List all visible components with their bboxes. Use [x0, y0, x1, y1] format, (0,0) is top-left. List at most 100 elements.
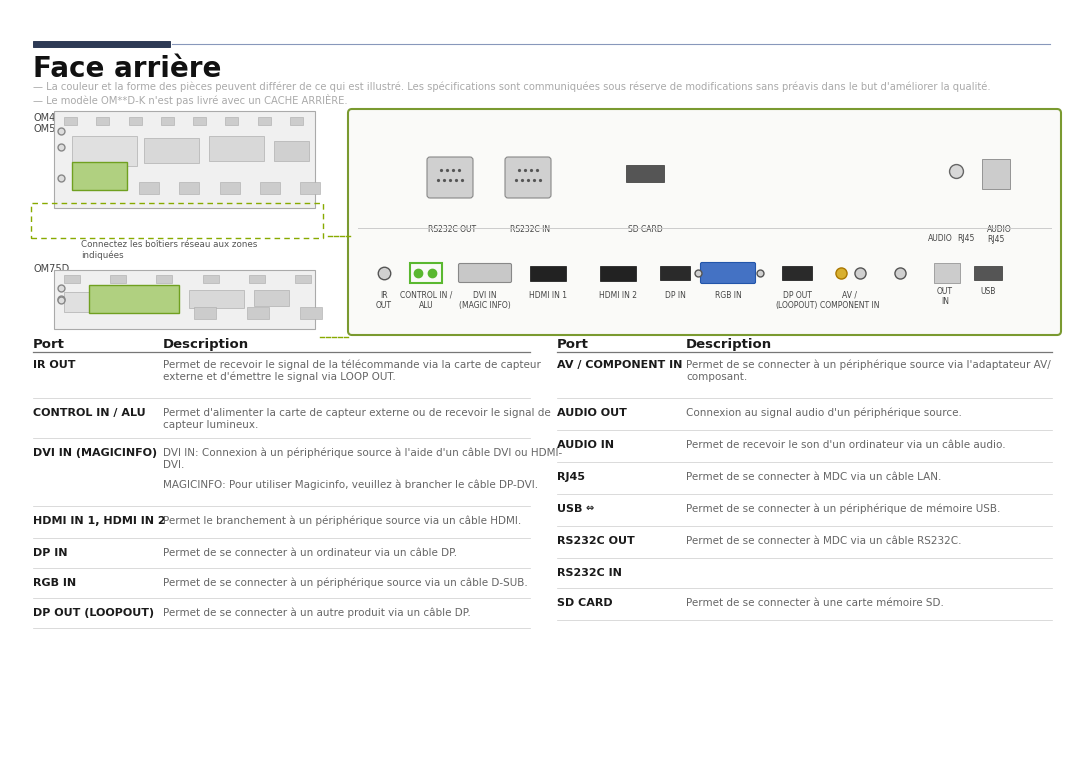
Text: HDMI IN 1, HDMI IN 2: HDMI IN 1, HDMI IN 2: [33, 516, 165, 526]
Text: Connexion au signal audio d'un périphérique source.: Connexion au signal audio d'un périphéri…: [686, 408, 962, 418]
Text: IR
OUT: IR OUT: [376, 291, 392, 311]
Bar: [129, 117, 141, 125]
Text: Permet de recevoir le son d'un ordinateur via un câble audio.: Permet de recevoir le son d'un ordinateu…: [686, 440, 1005, 450]
Bar: [934, 263, 960, 283]
Text: USB: USB: [981, 287, 996, 296]
Bar: [124, 290, 179, 310]
Text: RJ45: RJ45: [557, 472, 585, 482]
Bar: [247, 307, 269, 319]
Text: RS232C OUT: RS232C OUT: [428, 225, 476, 234]
Bar: [258, 117, 271, 125]
Text: Connectez les boîtiers réseau aux zones: Connectez les boîtiers réseau aux zones: [81, 240, 257, 249]
Text: AUDIO OUT: AUDIO OUT: [557, 408, 626, 418]
Text: Description: Description: [163, 338, 249, 351]
Bar: [660, 266, 690, 280]
Text: Permet de se connecter à un ordinateur via un câble DP.: Permet de se connecter à un ordinateur v…: [163, 548, 457, 558]
Bar: [96, 117, 109, 125]
Text: DVI.: DVI.: [163, 460, 185, 470]
Text: DP IN: DP IN: [33, 548, 67, 558]
Bar: [64, 275, 80, 283]
Bar: [33, 41, 170, 47]
Bar: [530, 266, 566, 281]
Text: RJ45: RJ45: [987, 235, 1004, 244]
Bar: [72, 162, 127, 190]
Bar: [210, 136, 264, 161]
Text: Permet de se connecter à un périphérique source via l'adaptateur AV/: Permet de se connecter à un périphérique…: [686, 360, 1051, 371]
Text: AUDIO: AUDIO: [987, 225, 1012, 234]
Text: OM55D: OM55D: [33, 124, 69, 134]
Text: RS232C IN: RS232C IN: [510, 225, 550, 234]
Bar: [295, 275, 311, 283]
Bar: [203, 275, 218, 283]
Text: DP OUT
(LOOPOUT): DP OUT (LOOPOUT): [775, 291, 819, 311]
Text: composant.: composant.: [686, 372, 747, 382]
Bar: [189, 290, 244, 308]
Bar: [974, 266, 1002, 280]
Text: Permet de se connecter à une carte mémoire SD.: Permet de se connecter à une carte mémoi…: [686, 598, 944, 608]
Text: DVI IN: Connexion à un périphérique source à l'aide d'un câble DVI ou HDMI-: DVI IN: Connexion à un périphérique sour…: [163, 448, 563, 459]
FancyBboxPatch shape: [701, 262, 756, 284]
Bar: [226, 117, 239, 125]
FancyBboxPatch shape: [459, 263, 512, 282]
Text: Description: Description: [686, 338, 772, 351]
Bar: [219, 182, 240, 194]
Bar: [300, 182, 320, 194]
Text: externe et d'émettre le signal via LOOP OUT.: externe et d'émettre le signal via LOOP …: [163, 372, 395, 382]
Text: Permet de recevoir le signal de la télécommande via la carte de capteur: Permet de recevoir le signal de la téléc…: [163, 360, 541, 371]
Bar: [254, 290, 289, 306]
Bar: [193, 117, 206, 125]
Bar: [64, 117, 77, 125]
Text: DP OUT (LOOPOUT): DP OUT (LOOPOUT): [33, 608, 154, 618]
Bar: [64, 292, 114, 312]
Text: USB: USB: [557, 504, 586, 514]
Text: OM46D: OM46D: [33, 113, 69, 123]
Text: — Le modèle OM**D-K n'est pas livré avec un CACHE ARRIÈRE.: — Le modèle OM**D-K n'est pas livré avec…: [33, 94, 348, 106]
FancyBboxPatch shape: [348, 109, 1061, 335]
Text: DP IN: DP IN: [664, 291, 686, 300]
Text: RGB IN: RGB IN: [715, 291, 741, 300]
Text: DVI IN
(MAGIC INFO): DVI IN (MAGIC INFO): [459, 291, 511, 311]
Bar: [89, 285, 179, 313]
Bar: [161, 117, 174, 125]
Bar: [72, 136, 137, 166]
Bar: [54, 270, 315, 329]
Bar: [260, 182, 280, 194]
Text: Face arrière: Face arrière: [33, 55, 221, 83]
Text: RGB IN: RGB IN: [33, 578, 76, 588]
Text: — La couleur et la forme des pièces peuvent différer de ce qui est illustré. Les: — La couleur et la forme des pièces peuv…: [33, 81, 990, 92]
Bar: [626, 165, 664, 182]
Text: OM75D: OM75D: [33, 264, 69, 274]
Text: IN: IN: [941, 297, 949, 306]
Text: HDMI IN 2: HDMI IN 2: [599, 291, 637, 300]
Text: indiquées: indiquées: [81, 251, 123, 260]
Text: DVI IN (MAGICINFO): DVI IN (MAGICINFO): [33, 448, 157, 458]
Bar: [144, 138, 199, 163]
Text: Permet de se connecter à un périphérique source via un câble D-SUB.: Permet de se connecter à un périphérique…: [163, 578, 528, 588]
Text: Permet de se connecter à MDC via un câble RS232C.: Permet de se connecter à MDC via un câbl…: [686, 536, 961, 546]
FancyBboxPatch shape: [427, 157, 473, 198]
Text: Permet d'alimenter la carte de capteur externe ou de recevoir le signal de: Permet d'alimenter la carte de capteur e…: [163, 408, 551, 418]
Bar: [782, 266, 812, 280]
Bar: [110, 275, 126, 283]
Text: Permet de se connecter à un périphérique de mémoire USB.: Permet de se connecter à un périphérique…: [686, 504, 1000, 514]
Bar: [982, 159, 1010, 189]
Text: AV / COMPONENT IN: AV / COMPONENT IN: [557, 360, 683, 370]
Bar: [31, 203, 323, 238]
Text: MAGICINFO: Pour utiliser Magicinfo, veuillez à brancher le câble DP-DVI.: MAGICINFO: Pour utiliser Magicinfo, veui…: [163, 479, 538, 490]
Bar: [274, 141, 309, 161]
Text: CONTROL IN /
ALU: CONTROL IN / ALU: [400, 291, 453, 311]
Bar: [194, 307, 216, 319]
Text: ⇔: ⇔: [585, 503, 593, 513]
Bar: [179, 182, 199, 194]
Text: Permet le branchement à un périphérique source via un câble HDMI.: Permet le branchement à un périphérique …: [163, 516, 522, 526]
Text: Port: Port: [557, 338, 589, 351]
Text: HDMI IN 1: HDMI IN 1: [529, 291, 567, 300]
Text: RJ45: RJ45: [957, 234, 974, 243]
Text: SD CARD: SD CARD: [557, 598, 612, 608]
Text: OUT: OUT: [937, 287, 953, 296]
Text: RS232C IN: RS232C IN: [557, 568, 622, 578]
Bar: [600, 266, 636, 281]
Bar: [410, 263, 442, 283]
FancyBboxPatch shape: [505, 157, 551, 198]
Bar: [300, 307, 322, 319]
